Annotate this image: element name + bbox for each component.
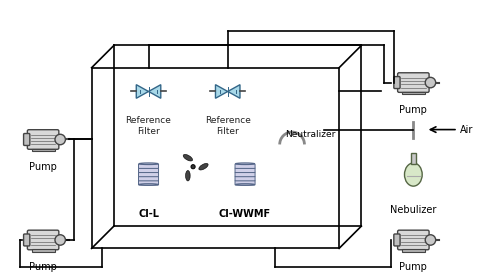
FancyBboxPatch shape: [394, 234, 400, 246]
FancyBboxPatch shape: [235, 181, 255, 185]
Text: Air: Air: [460, 125, 473, 135]
FancyBboxPatch shape: [235, 172, 255, 177]
Text: Neutralizer: Neutralizer: [284, 130, 335, 139]
FancyBboxPatch shape: [138, 168, 158, 173]
Ellipse shape: [236, 163, 255, 165]
Text: Reference
Filter: Reference Filter: [126, 116, 172, 136]
Circle shape: [425, 235, 436, 245]
FancyBboxPatch shape: [28, 230, 59, 250]
Ellipse shape: [186, 171, 190, 181]
Ellipse shape: [236, 184, 255, 185]
Bar: [402, 92, 424, 94]
FancyBboxPatch shape: [24, 134, 30, 145]
Ellipse shape: [139, 184, 158, 185]
Circle shape: [191, 165, 195, 169]
FancyBboxPatch shape: [235, 164, 255, 168]
Polygon shape: [228, 85, 240, 98]
Text: Nebulizer: Nebulizer: [390, 205, 436, 215]
FancyBboxPatch shape: [138, 176, 158, 181]
Bar: [411, 153, 416, 165]
Polygon shape: [148, 85, 161, 98]
Bar: [32, 249, 54, 252]
FancyBboxPatch shape: [138, 181, 158, 185]
FancyBboxPatch shape: [28, 130, 59, 149]
FancyBboxPatch shape: [398, 73, 429, 92]
FancyBboxPatch shape: [398, 230, 429, 250]
Text: Pump: Pump: [29, 262, 57, 272]
FancyBboxPatch shape: [394, 76, 400, 89]
Bar: [32, 148, 54, 151]
Bar: [402, 249, 424, 252]
Ellipse shape: [139, 163, 158, 165]
Polygon shape: [136, 85, 148, 98]
FancyBboxPatch shape: [138, 164, 158, 168]
Text: CI-L: CI-L: [138, 209, 159, 219]
FancyBboxPatch shape: [24, 234, 30, 246]
FancyBboxPatch shape: [235, 176, 255, 181]
Text: Pump: Pump: [29, 162, 57, 172]
FancyBboxPatch shape: [138, 172, 158, 177]
Bar: [92, 68, 339, 248]
Ellipse shape: [404, 163, 422, 186]
Text: CI-WWMF: CI-WWMF: [219, 209, 271, 219]
Circle shape: [425, 77, 436, 88]
Polygon shape: [216, 85, 228, 98]
Text: Pump: Pump: [400, 105, 427, 115]
Circle shape: [55, 235, 66, 245]
Text: Reference
Filter: Reference Filter: [205, 116, 250, 136]
Circle shape: [55, 134, 66, 145]
FancyBboxPatch shape: [235, 168, 255, 173]
Text: Pump: Pump: [400, 262, 427, 272]
Ellipse shape: [183, 155, 192, 161]
Ellipse shape: [199, 163, 208, 170]
